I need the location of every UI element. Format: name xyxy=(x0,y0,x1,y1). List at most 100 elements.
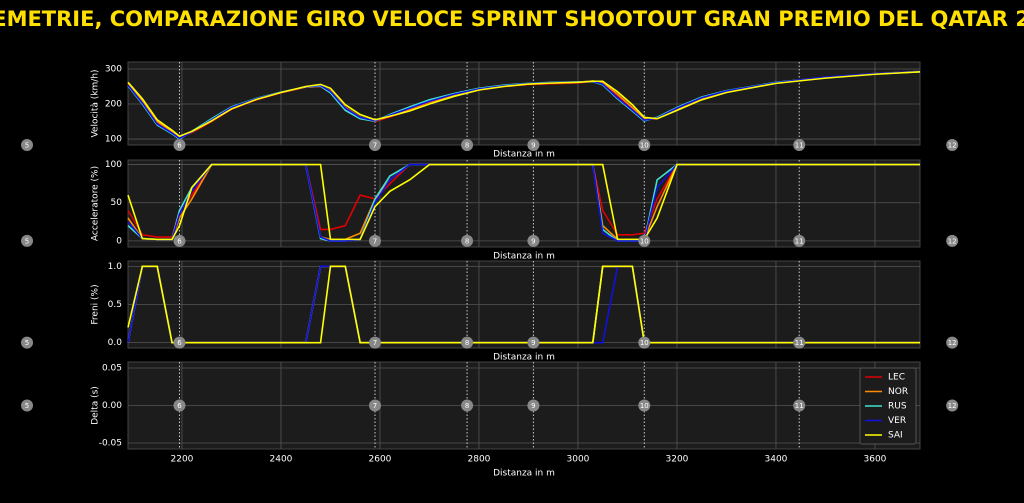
x-tick-label: 2800 xyxy=(468,455,491,465)
corner-number: 8 xyxy=(465,237,469,245)
corner-marker xyxy=(461,234,474,247)
corner-number: 11 xyxy=(795,339,804,347)
corner-number: 11 xyxy=(795,142,804,150)
corner-marker xyxy=(638,399,651,412)
y-tick-label: 0.0 xyxy=(108,338,123,348)
corner-number: 7 xyxy=(373,237,377,245)
corner-number: 12 xyxy=(948,142,957,150)
corner-marker xyxy=(527,399,540,412)
corner-marker xyxy=(461,336,474,349)
corner-marker xyxy=(527,234,540,247)
corner-marker xyxy=(21,139,34,151)
corner-number: 5 xyxy=(25,237,29,245)
x-tick-label: 3400 xyxy=(765,455,788,465)
y-axis-label: Freni (%) xyxy=(91,284,101,324)
corner-marker xyxy=(369,399,382,412)
corner-marker xyxy=(793,399,806,412)
corner-marker xyxy=(369,336,382,349)
y-tick-label: 300 xyxy=(105,65,122,75)
corner-number: 6 xyxy=(177,402,182,410)
corner-marker xyxy=(638,234,651,247)
legend-label: SAI xyxy=(888,431,903,441)
corner-marker xyxy=(21,336,34,349)
legend-box xyxy=(859,367,917,445)
y-tick-label: 100 xyxy=(105,135,122,145)
corner-marker xyxy=(21,399,34,412)
legend-label: VER xyxy=(888,416,906,426)
corner-marker xyxy=(638,336,651,349)
corner-marker xyxy=(527,336,540,349)
corner-number: 6 xyxy=(177,339,182,347)
chart-title: TELEMETRIE, COMPARAZIONE GIRO VELOCE SPR… xyxy=(0,7,1024,31)
y-tick-label: 50 xyxy=(111,198,123,208)
legend-label: RUS xyxy=(888,402,907,412)
corner-number: 10 xyxy=(640,339,649,347)
series-line xyxy=(127,70,921,140)
corner-number: 10 xyxy=(640,237,649,245)
corner-number: 12 xyxy=(948,237,957,245)
corner-number: 8 xyxy=(465,142,469,150)
corner-marker xyxy=(173,336,186,349)
corner-number: 9 xyxy=(531,339,535,347)
corner-number: 9 xyxy=(531,402,535,410)
corner-number: 11 xyxy=(795,402,804,410)
corner-marker xyxy=(946,336,959,349)
corner-marker xyxy=(527,139,540,151)
y-axis-label: Velocità (km/h) xyxy=(91,69,101,137)
legend-label: LEC xyxy=(888,373,905,383)
x-tick-label: 2400 xyxy=(270,455,293,465)
x-tick-label: 3600 xyxy=(864,455,887,465)
corner-marker xyxy=(173,399,186,412)
corner-marker xyxy=(946,139,959,151)
corner-number: 7 xyxy=(373,402,377,410)
corner-marker xyxy=(793,139,806,151)
corner-marker xyxy=(21,234,34,247)
corner-number: 9 xyxy=(531,142,535,150)
corner-marker xyxy=(461,139,474,151)
series-line xyxy=(127,71,921,138)
corner-number: 8 xyxy=(465,402,469,410)
x-axis-label: Distanza in m xyxy=(493,150,555,160)
corner-number: 6 xyxy=(177,142,182,150)
y-tick-label: 0 xyxy=(116,236,122,246)
corner-marker xyxy=(369,139,382,151)
corner-number: 11 xyxy=(795,237,804,245)
legend-label: NOR xyxy=(888,387,908,397)
y-axis-label: Acceleratore (%) xyxy=(91,166,101,241)
corner-number: 6 xyxy=(177,237,182,245)
corner-marker xyxy=(173,234,186,247)
corner-number: 12 xyxy=(948,339,957,347)
corner-marker xyxy=(173,139,186,151)
y-tick-label: 0.05 xyxy=(102,364,122,374)
y-tick-label: 200 xyxy=(105,100,122,110)
corner-number: 5 xyxy=(25,402,29,410)
x-axis-label: Distanza in m xyxy=(493,353,555,363)
corner-marker xyxy=(369,234,382,247)
plot-area xyxy=(127,159,921,248)
y-tick-label: 1.0 xyxy=(108,262,123,272)
y-tick-label: 100 xyxy=(105,160,122,170)
corner-number: 5 xyxy=(25,142,29,150)
corner-marker xyxy=(793,336,806,349)
corner-number: 10 xyxy=(640,402,649,410)
y-tick-label: 0.5 xyxy=(108,300,122,310)
corner-number: 7 xyxy=(373,339,377,347)
corner-number: 12 xyxy=(948,402,957,410)
x-axis-label: Distanza in m xyxy=(493,252,555,262)
y-axis-label: Delta (s) xyxy=(91,386,101,425)
x-tick-label: 3200 xyxy=(666,455,689,465)
x-tick-label: 2600 xyxy=(369,455,392,465)
y-tick-label: -0.05 xyxy=(99,439,122,449)
corner-marker xyxy=(946,234,959,247)
series-line xyxy=(127,265,920,344)
series-line xyxy=(127,163,920,241)
corner-marker xyxy=(461,399,474,412)
corner-number: 7 xyxy=(373,142,377,150)
plot-area xyxy=(127,61,921,146)
corner-marker xyxy=(793,234,806,247)
corner-number: 5 xyxy=(25,339,29,347)
x-tick-label: 3000 xyxy=(567,455,590,465)
x-axis-label: Distanza in m xyxy=(493,469,555,479)
